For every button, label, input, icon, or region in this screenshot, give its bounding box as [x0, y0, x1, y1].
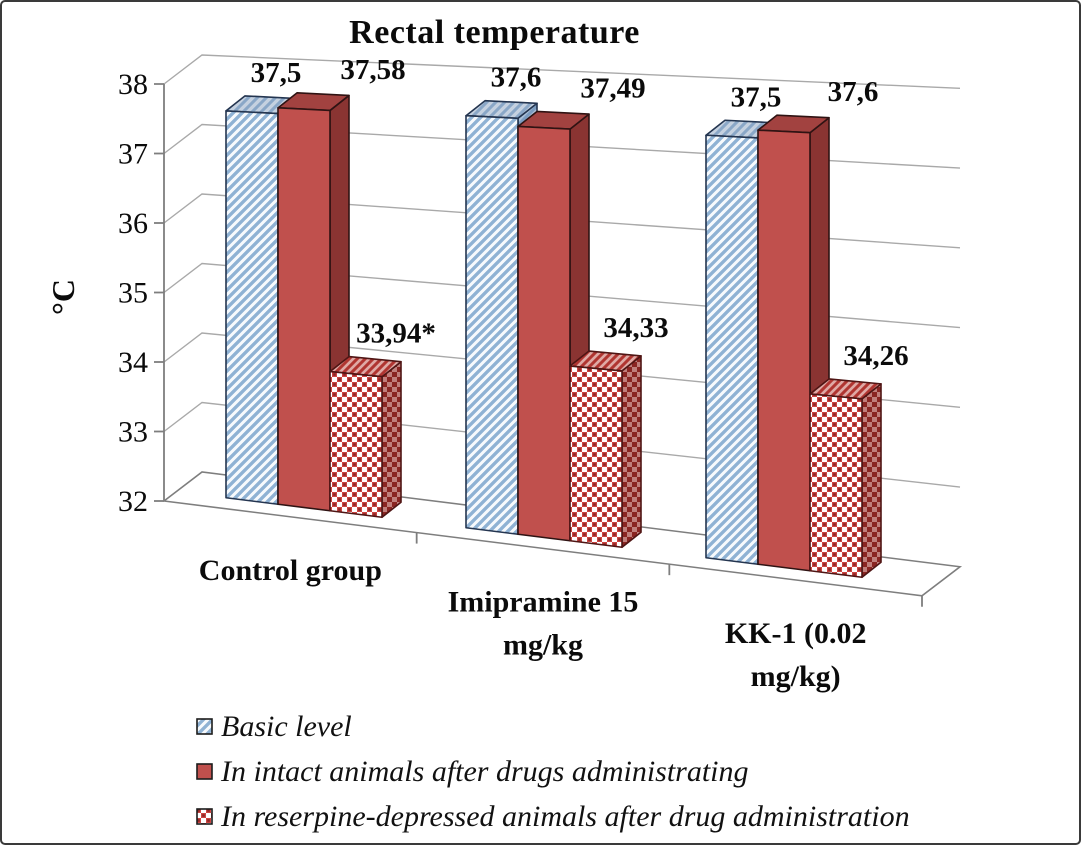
category-label: Imipramine 15 [448, 585, 639, 618]
y-tick-label: 37 [118, 138, 148, 171]
legend-item-reserpine-depressed: In reserpine-depressed animals after dru… [196, 794, 910, 839]
data-label: 37,6 [828, 76, 879, 108]
data-label: 37,5 [251, 57, 302, 89]
category-label: KK-1 (0.02 [725, 617, 867, 650]
bars [225, 92, 882, 579]
bar-front-face [757, 129, 811, 572]
y-axis-title: °C [45, 279, 81, 315]
y-tick-label: 36 [118, 207, 148, 240]
bar-side-face [861, 383, 882, 579]
bar-red-solid-cat0 [277, 92, 350, 512]
legend-swatch-blue-hatch-icon [196, 718, 213, 735]
legend: Basic level In intact animals after drug… [196, 704, 910, 839]
y-tick-label: 38 [118, 68, 148, 101]
chart-title: Rectal temperature [349, 14, 640, 51]
bar-front-face [569, 365, 623, 549]
bar-side-face [621, 355, 642, 549]
category-label: mg/kg) [751, 660, 841, 693]
bar-front-face [329, 370, 383, 519]
legend-swatch-red-solid-icon [196, 763, 213, 780]
legend-item-basic-level: Basic level [196, 704, 910, 749]
data-label: 37,58 [340, 54, 405, 86]
gridline [163, 54, 961, 90]
legend-item-intact-animals: In intact animals after drugs administra… [196, 749, 910, 794]
data-label: 37,49 [580, 72, 645, 104]
legend-swatch-red-checker-icon [196, 808, 213, 825]
bar-red-checker-cat0 [329, 355, 402, 519]
y-tick-label: 32 [118, 485, 148, 518]
bar-front-face [705, 134, 759, 566]
data-label: 34,33 [603, 312, 668, 344]
axes [154, 83, 923, 607]
bar-red-checker-cat1 [569, 350, 642, 549]
bar-front-face [517, 125, 571, 542]
labels: 32 33 34 35 36 37 38 37,5 37,58 33,94* Control gro… [45, 54, 909, 693]
y-tick-label: 35 [118, 277, 148, 310]
data-label: 37,5 [731, 81, 782, 113]
bar-side-face [381, 360, 402, 519]
bar-front-face [809, 393, 863, 579]
data-label: 34,26 [843, 340, 908, 372]
bar-red-checker-cat2 [809, 378, 882, 579]
data-label: 37,6 [491, 62, 542, 94]
legend-label: In reserpine-depressed animals after dru… [221, 799, 910, 833]
bar-front-face [225, 110, 279, 506]
data-label: 33,94* [356, 318, 436, 350]
bar-front-face [277, 107, 331, 512]
category-label: Control group [199, 554, 382, 587]
bar-front-face [465, 114, 519, 536]
y-tick-label: 34 [118, 346, 148, 379]
y-tick-label: 33 [118, 416, 148, 449]
legend-label: Basic level [221, 709, 352, 743]
legend-label: In intact animals after drugs administra… [221, 754, 749, 788]
category-label: mg/kg [503, 628, 583, 661]
